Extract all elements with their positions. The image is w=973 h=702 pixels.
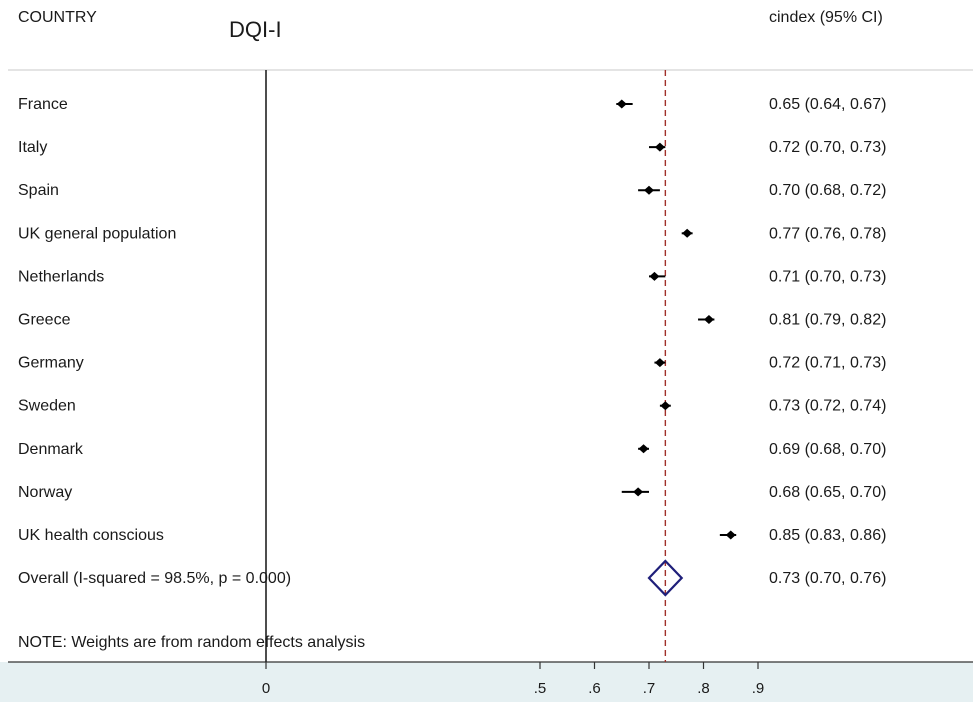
study-estimate-text: 0.70 (0.68, 0.72)	[769, 182, 886, 199]
study-rows: France 0.65 (0.64, 0.67) Italy 0.72 (0.70, …	[18, 96, 886, 544]
study-estimate-text: 0.65 (0.64, 0.67)	[769, 96, 886, 113]
x-tick-label: .7	[643, 680, 656, 697]
x-tick-label: .6	[588, 680, 601, 697]
x-tick-label: .8	[697, 680, 710, 697]
study-label: Denmark	[18, 441, 84, 458]
study-estimate-text: 0.72 (0.71, 0.73)	[769, 355, 886, 372]
study-label: Netherlands	[18, 268, 104, 285]
study-label: Italy	[18, 139, 47, 156]
study-estimate-text: 0.69 (0.68, 0.70)	[769, 441, 886, 458]
study-label: France	[18, 96, 68, 113]
study-estimate-text: 0.68 (0.65, 0.70)	[769, 484, 886, 501]
study-label: Norway	[18, 484, 72, 501]
study-estimate-text: 0.73 (0.72, 0.74)	[769, 398, 886, 415]
study-label: UK health conscious	[18, 527, 164, 544]
study-estimate-text: 0.71 (0.70, 0.73)	[769, 268, 886, 285]
study-point-marker	[644, 185, 654, 195]
weights-note: NOTE: Weights are from random effects an…	[18, 634, 365, 651]
study-point-marker	[682, 228, 693, 238]
country-column-header: COUNTRY	[18, 9, 97, 26]
x-tick-label: 0	[262, 680, 270, 697]
overall-estimate-text: 0.73 (0.70, 0.76)	[769, 570, 886, 587]
study-label: Germany	[18, 355, 84, 372]
estimate-column-header: cindex (95% CI)	[769, 9, 883, 26]
study-estimate-text: 0.72 (0.70, 0.73)	[769, 139, 886, 156]
study-point-marker	[649, 271, 660, 281]
study-point-marker	[654, 142, 665, 152]
study-point-marker	[633, 487, 644, 497]
axis-band	[0, 662, 973, 702]
study-estimate-text: 0.81 (0.79, 0.82)	[769, 312, 886, 329]
x-tick-label: .5	[534, 680, 547, 697]
study-estimate-text: 0.85 (0.83, 0.86)	[769, 527, 886, 544]
chart-title: DQI-I	[229, 17, 282, 42]
study-point-marker	[703, 315, 714, 324]
overall-label: Overall (I-squared = 98.5%, p = 0.000)	[18, 570, 291, 587]
study-point-marker	[654, 358, 665, 368]
study-point-marker	[660, 401, 671, 411]
study-estimate-text: 0.77 (0.76, 0.78)	[769, 225, 886, 242]
study-label: Sweden	[18, 398, 76, 415]
x-axis-ticks: 0 .5 .6 .7 .8 .9	[262, 662, 764, 697]
study-label: Greece	[18, 312, 71, 329]
study-label: UK general population	[18, 225, 176, 242]
overall-diamond	[647, 559, 684, 597]
study-point-marker	[638, 444, 649, 454]
study-point-marker	[725, 530, 736, 540]
study-label: Spain	[18, 182, 59, 199]
study-point-marker	[616, 99, 627, 109]
x-tick-label: .9	[752, 680, 765, 697]
